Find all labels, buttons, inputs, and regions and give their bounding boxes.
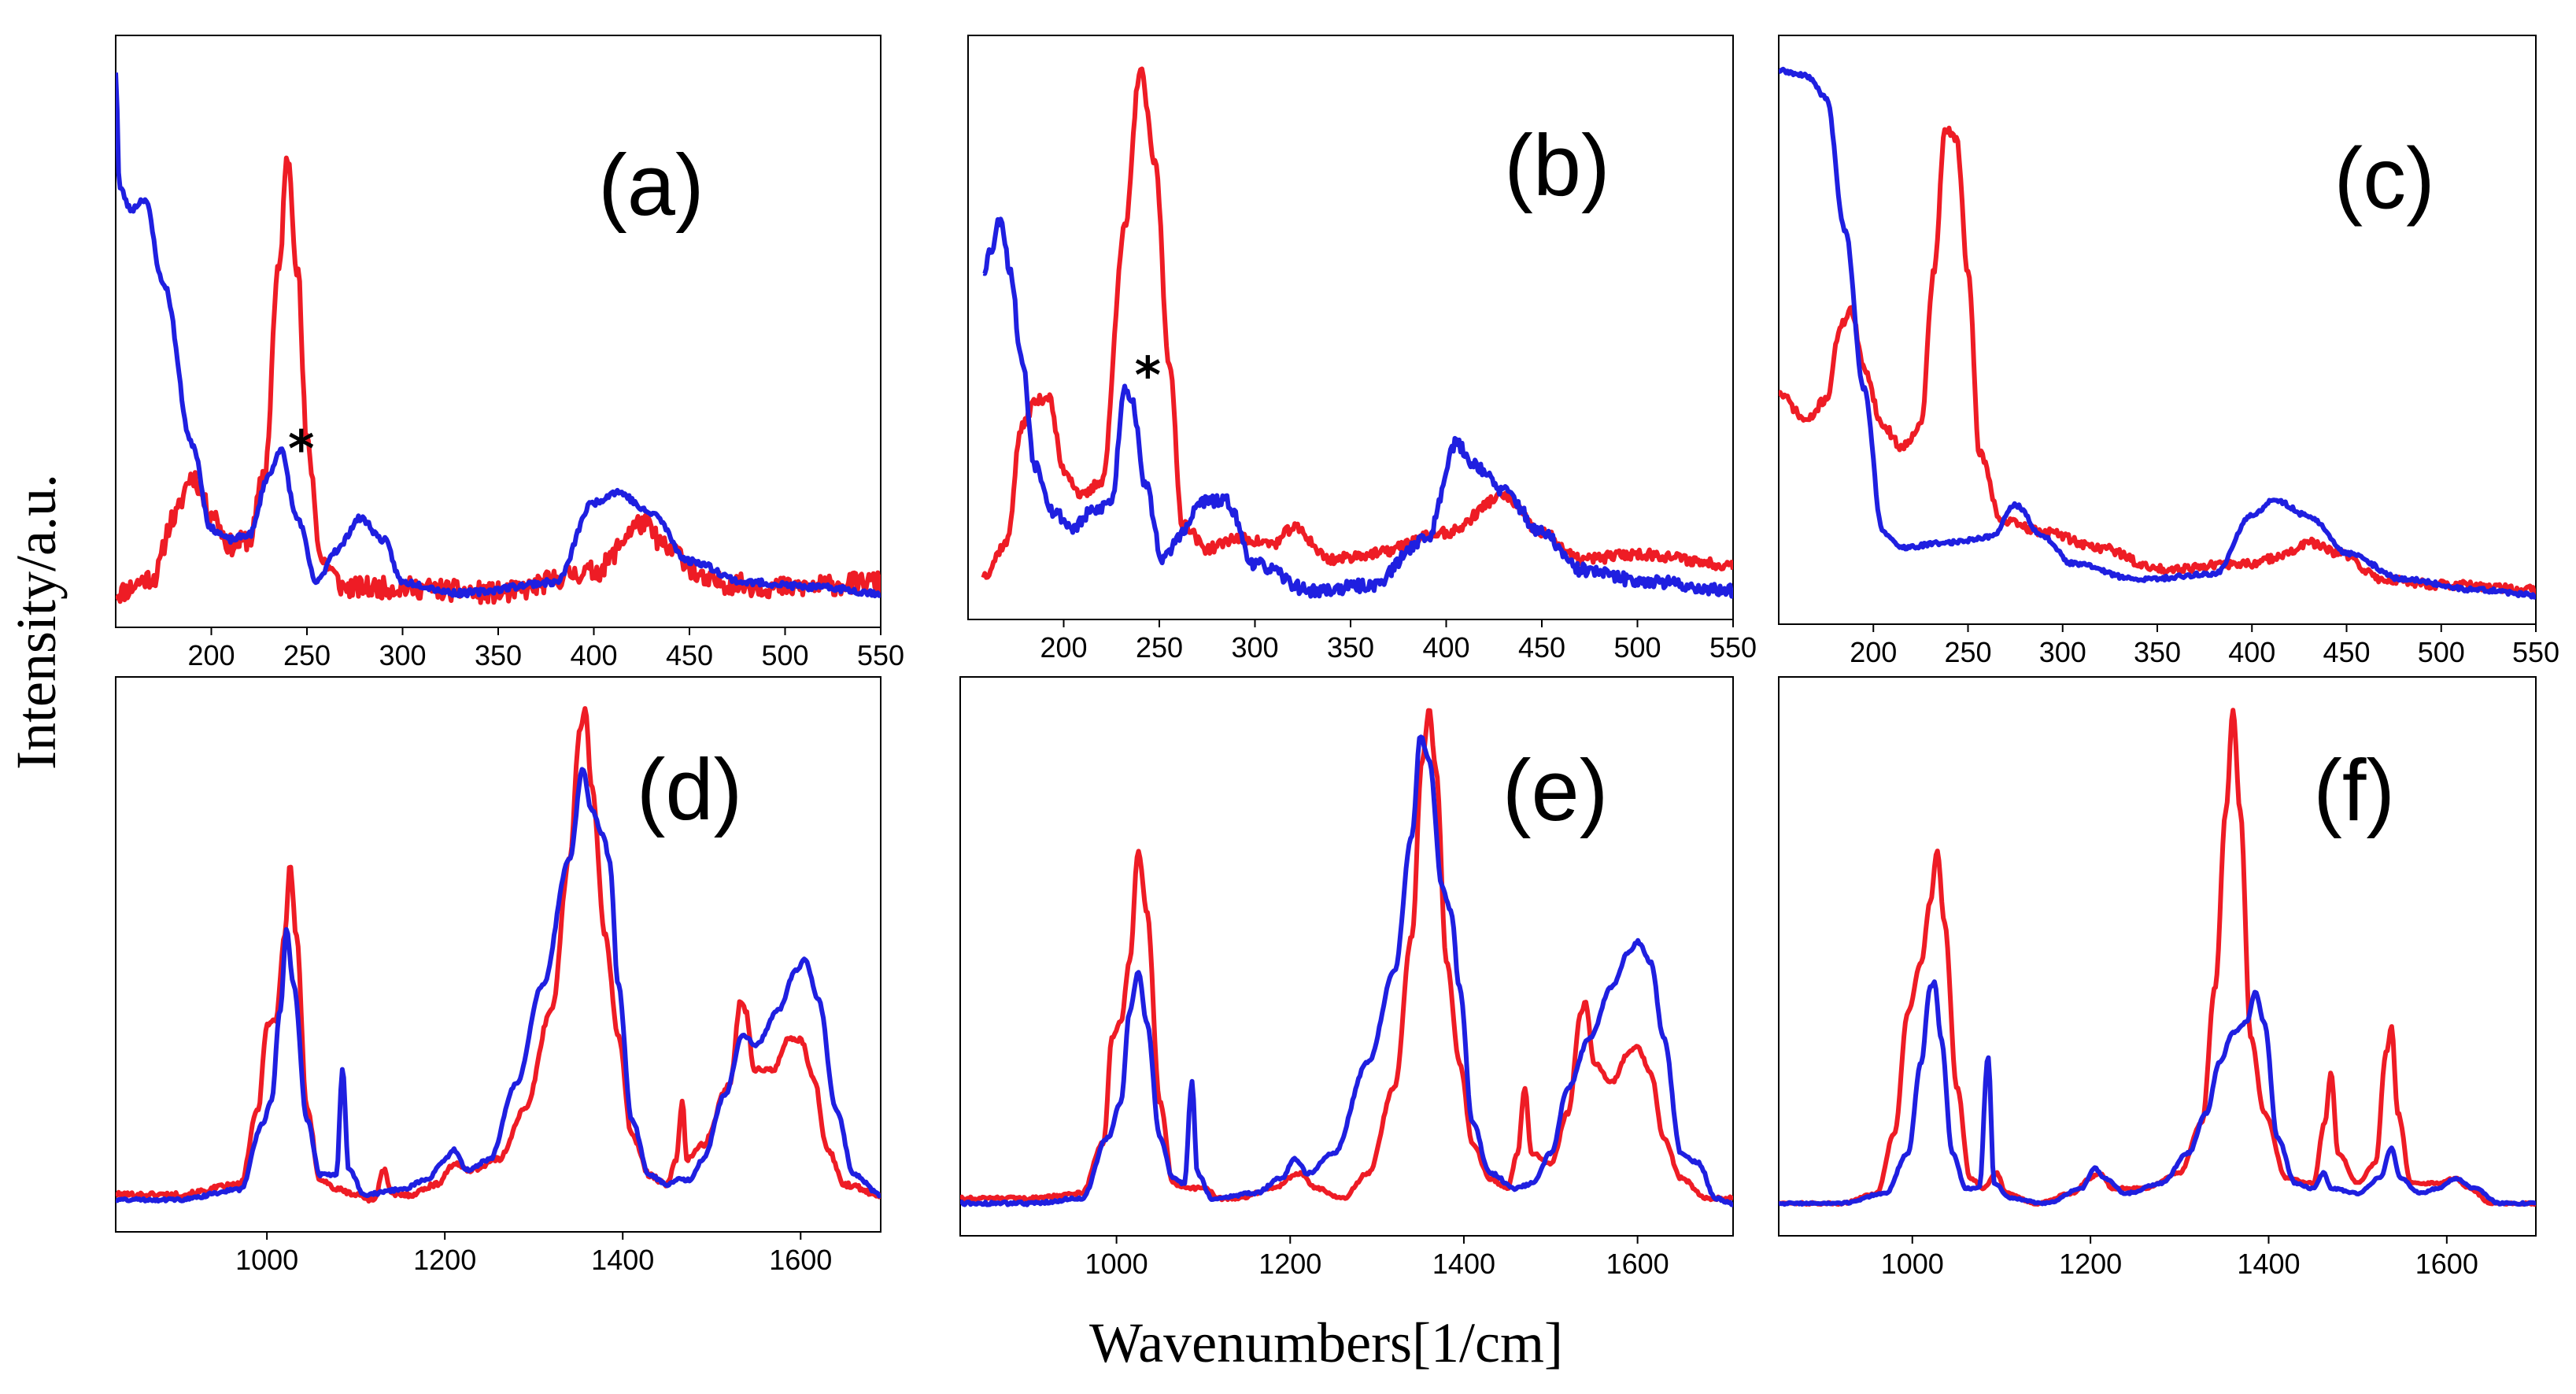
x-tick-label-c: 500: [2418, 636, 2465, 668]
series-blue-e: [960, 734, 1733, 1207]
x-tick-label-e: 1600: [1606, 1248, 1669, 1280]
x-tick-label-c: 350: [2134, 636, 2181, 668]
x-tick-label-f: 1000: [1881, 1248, 1944, 1280]
x-tick-label-a: 300: [379, 639, 426, 671]
peak-asterisk-a: *: [288, 421, 314, 479]
series-red-b: [981, 66, 1733, 580]
x-tick-label-b: 450: [1518, 631, 1565, 664]
x-axis-title: Wavenumbers[1/cm]: [1089, 1311, 1563, 1374]
x-tick-label-c: 200: [1850, 636, 1897, 668]
panel-e: 1000 1200 1400 1600 (e): [959, 676, 1734, 1280]
series-blue-c: [1779, 66, 2536, 600]
panel-c: 200 250 300 350 400 450 500 550 (c): [1778, 35, 2559, 668]
series-red-d: [116, 706, 881, 1204]
x-tick-label-b: 400: [1422, 631, 1469, 664]
x-tick-label-d: 1000: [235, 1244, 298, 1276]
panel-f: 1000 1200 1400 1600 (f): [1778, 676, 2537, 1280]
panel-d: 1000 1200 1400 1600 (d): [115, 676, 881, 1276]
plot-frame-d: [115, 676, 881, 1233]
x-tick-label-c: 550: [2512, 636, 2559, 668]
series-blue-b: [982, 216, 1733, 599]
x-tick-label-a: 250: [283, 639, 331, 671]
series-blue-f: [1779, 979, 2536, 1207]
panel-label-e: (e): [1502, 742, 1608, 839]
panel-label-c: (c): [2334, 131, 2434, 227]
x-tick-label-d: 1600: [769, 1244, 832, 1276]
plot-frame-f: [1778, 676, 2537, 1237]
x-tick-label-f: 1400: [2237, 1248, 2300, 1280]
panel-label-a: (a): [598, 137, 704, 234]
x-tick-label-c: 250: [1944, 636, 1991, 668]
x-tick-label-c: 450: [2323, 636, 2370, 668]
x-tick-label-b: 300: [1231, 631, 1278, 664]
panel-a: 200 250 300 350 400 450 500 550 (a) *: [115, 35, 904, 671]
x-tick-label-d: 1400: [591, 1244, 654, 1276]
x-tick-label-c: 300: [2039, 636, 2086, 668]
y-axis-title: Intensity/a.u.: [5, 474, 68, 770]
x-tick-label-f: 1200: [2059, 1248, 2122, 1280]
x-tick-label-b: 250: [1136, 631, 1183, 664]
panel-label-d: (d): [637, 741, 742, 838]
peak-asterisk-b: *: [1135, 347, 1161, 405]
x-tick-label-b: 550: [1709, 631, 1757, 664]
panel-label-b: (b): [1504, 117, 1610, 214]
x-tick-label-a: 550: [857, 639, 904, 671]
x-tick-label-a: 500: [761, 639, 808, 671]
x-tick-label-a: 350: [475, 639, 522, 671]
x-tick-label-a: 450: [666, 639, 713, 671]
x-tick-label-f: 1600: [2415, 1248, 2478, 1280]
plot-frame-e: [959, 676, 1734, 1237]
series-blue-a: [116, 72, 881, 599]
x-tick-label-d: 1200: [413, 1244, 476, 1276]
x-tick-label-c: 400: [2228, 636, 2275, 668]
x-tick-label-e: 1000: [1085, 1248, 1148, 1280]
x-tick-label-b: 200: [1040, 631, 1087, 664]
panel-label-f: (f): [2313, 742, 2395, 839]
x-tick-label-a: 200: [187, 639, 235, 671]
series-red-e: [960, 708, 1733, 1203]
panel-b: 200 250 300 350 400 450 500 550 (b) *: [967, 35, 1757, 664]
x-tick-label-b: 350: [1327, 631, 1374, 664]
x-tick-label-b: 500: [1613, 631, 1661, 664]
series-blue-d: [116, 767, 881, 1204]
x-tick-label-a: 400: [570, 639, 617, 671]
x-tick-label-e: 1400: [1432, 1248, 1495, 1280]
x-tick-label-e: 1200: [1258, 1248, 1321, 1280]
